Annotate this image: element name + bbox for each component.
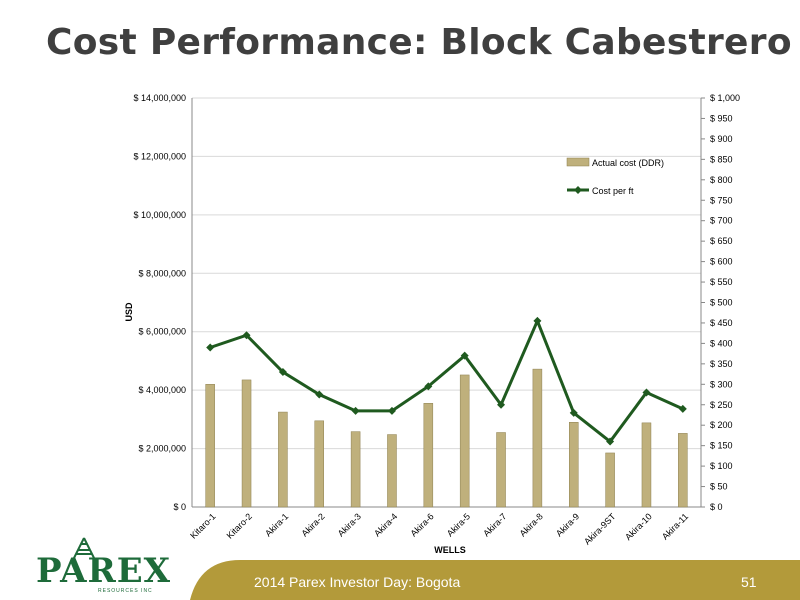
y2-tick-label: $ 850 [710,154,733,164]
x-tick-label: Akira-9 [554,511,581,538]
x-axis-title: WELLS [434,545,466,555]
line-point [460,351,469,360]
y2-tick-label: $ 450 [710,318,733,328]
bar [678,433,688,508]
x-tick-label: Akira-5 [445,511,472,538]
y-tick-label: $ 10,000,000 [133,210,186,220]
y2-tick-label: $ 200 [710,420,733,430]
bar [532,368,543,508]
y-tick-label: $ 8,000,000 [138,268,186,278]
y2-tick-label: $ 550 [710,277,733,287]
bar [241,379,252,508]
bar [423,403,434,508]
bar [387,434,397,508]
y2-tick-label: $ 800 [710,175,733,185]
y2-tick-label: $ 100 [710,461,733,471]
y2-tick-label: $ 700 [710,216,733,226]
x-tick-label: Kitaro-2 [225,511,254,540]
line-point [242,331,251,340]
y2-tick-label: $ 400 [710,338,733,348]
y2-tick-label: $ 650 [710,236,733,246]
line-point [351,406,360,415]
line-point [278,368,287,377]
legend-swatch-marker [574,186,582,194]
line-point [569,408,578,417]
x-tick-label: Akira-11 [660,511,690,541]
bar [350,431,361,508]
line-point [497,400,506,409]
y2-tick-label: $ 750 [710,195,733,205]
page-number: 51 [741,574,757,590]
footer-band [190,560,800,600]
y2-tick-label: $ 0 [710,502,723,512]
y-tick-label: $ 6,000,000 [138,327,186,337]
derrick-icon [73,537,95,559]
legend-swatch-bar [566,157,590,167]
y2-tick-label: $ 1,000 [710,93,740,103]
bar [314,420,324,508]
y2-tick-label: $ 950 [710,113,733,123]
line-point [315,390,324,399]
line-point [678,404,687,413]
line-point [533,316,542,325]
x-tick-label: Akira-1 [263,511,290,538]
logo-text: PAREX [36,551,172,591]
x-tick-label: Akira-8 [518,511,545,538]
bar [569,422,579,508]
footer-text: 2014 Parex Investor Day: Bogota [254,574,461,590]
y2-tick-label: $ 50 [710,482,728,492]
x-tick-label: Kitaro-1 [188,511,217,540]
x-tick-label: Akira-9ST [582,511,618,547]
legend-label: Actual cost (DDR) [592,158,664,168]
line-point [642,388,651,397]
x-tick-label: Akira-10 [623,511,654,542]
x-tick-label: Akira-3 [336,511,363,538]
line-point [606,437,615,446]
cost-per-ft-line [209,316,684,444]
parex-logo: PAREX RESOURCES INC [36,536,172,596]
logo-subtext: RESOURCES INC [98,588,153,594]
x-tick-label: Akira-7 [481,511,508,538]
y2-tick-label: $ 150 [710,441,733,451]
y-axis-title: USD [124,302,134,322]
bar [496,432,506,508]
y2-tick-label: $ 350 [710,359,733,369]
line-point [387,406,396,415]
y2-tick-label: $ 500 [710,298,733,308]
bar [459,374,470,508]
line-point [206,343,215,352]
y2-tick-label: $ 250 [710,400,733,410]
line-point [424,382,433,391]
bar [278,411,288,508]
y-tick-label: $ 12,000,000 [133,151,186,161]
x-tick-label: Akira-2 [299,511,326,538]
bar [605,452,615,508]
y-tick-label: $ 2,000,000 [138,444,186,454]
y-tick-label: $ 4,000,000 [138,385,186,395]
y2-tick-label: $ 600 [710,257,733,267]
bar [205,384,215,508]
x-tick-label: Akira-4 [372,511,399,538]
y2-tick-label: $ 900 [710,134,733,144]
legend-label: Cost per ft [592,186,634,196]
slide-title: Cost Performance: Block Cabestrero [46,22,792,63]
bar [641,422,652,508]
y-tick-label: $ 0 [173,502,186,512]
y-tick-label: $ 14,000,000 [133,93,186,103]
y2-tick-label: $ 300 [710,379,733,389]
x-tick-label: Akira-6 [409,511,436,538]
